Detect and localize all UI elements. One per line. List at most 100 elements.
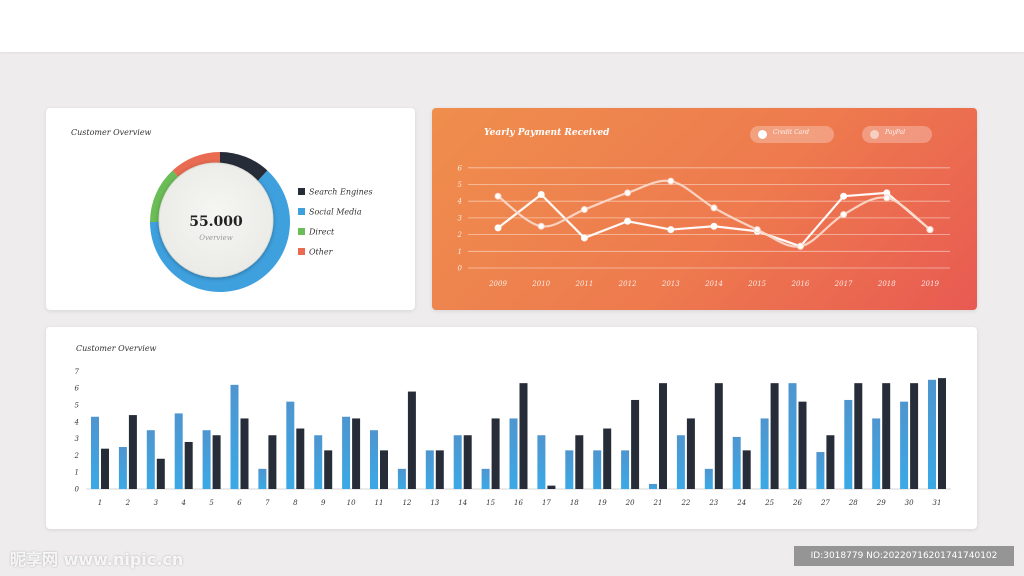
bar-blue-17 — [537, 435, 546, 489]
bar-xtick-26: 26 — [792, 499, 802, 507]
bar-ytick-7: 7 — [75, 368, 80, 376]
bar-dark-24 — [742, 450, 751, 489]
watermark-logo: 昵享网 www.nipic.cn — [10, 550, 184, 569]
line-xtick-2019: 2019 — [920, 280, 939, 288]
bar-xtick-16: 16 — [514, 499, 523, 507]
legend-label-social-media: Social Media — [309, 208, 362, 217]
bar-dark-5 — [212, 435, 221, 489]
bar-xtick-19: 19 — [598, 499, 607, 507]
bar-xtick-22: 22 — [680, 499, 690, 507]
line-point-paypal-2012 — [624, 189, 632, 197]
bar-xtick-27: 27 — [820, 499, 830, 507]
bar-dark-1 — [101, 448, 109, 489]
line-point-credit-card-2009 — [494, 224, 502, 232]
bar-ytick-6: 6 — [75, 385, 80, 393]
legend-paypal-label: PayPal — [885, 129, 905, 136]
bar-blue-26 — [788, 383, 797, 489]
legend-swatch-direct — [298, 228, 305, 235]
bar-blue-20 — [621, 450, 630, 489]
line-point-paypal-2011 — [580, 206, 588, 214]
legend-credit-card-dot — [758, 130, 767, 139]
legend-credit-card-label: Credit Card — [773, 129, 809, 136]
legend-swatch-other — [298, 248, 305, 255]
bar-blue-14 — [453, 435, 462, 489]
bar-dark-19 — [603, 428, 612, 489]
line-xtick-2018: 2018 — [877, 280, 896, 288]
line-point-credit-card-2014 — [710, 222, 718, 230]
line-xtick-2011: 2011 — [574, 280, 593, 288]
bar-dark-15 — [491, 418, 500, 489]
bar-blue-2 — [118, 447, 127, 489]
line-point-paypal-2017 — [840, 211, 848, 219]
legend-credit-card-toggle[interactable]: Credit Card — [750, 126, 834, 143]
line-xtick-2017: 2017 — [834, 280, 853, 288]
bar-blue-4 — [174, 413, 183, 489]
bar-xtick-17: 17 — [542, 499, 551, 507]
line-point-paypal-2014 — [710, 204, 718, 212]
bar-dark-11 — [380, 450, 388, 489]
bar-dark-7 — [268, 435, 277, 489]
donut-center-value: 55.000 — [189, 214, 243, 230]
line-point-paypal-2018 — [883, 194, 891, 202]
bar-dark-29 — [882, 383, 891, 489]
bar-dark-16 — [519, 383, 528, 489]
bar-dark-8 — [296, 428, 305, 489]
bar-dark-10 — [352, 418, 361, 489]
legend-paypal-toggle[interactable]: PayPal — [862, 126, 932, 143]
bar-xtick-6: 6 — [237, 499, 242, 507]
customer-overview-donut-card: Customer Overview 55.000 Overview Search E… — [46, 108, 415, 310]
bar-xtick-1: 1 — [98, 499, 102, 507]
line-xtick-2016: 2016 — [790, 280, 809, 288]
bar-ytick-0: 0 — [75, 486, 80, 494]
bar-blue-23 — [704, 468, 713, 489]
bar-dark-21 — [659, 383, 667, 489]
bar-dark-26 — [798, 401, 807, 489]
bar-blue-19 — [593, 450, 602, 489]
bar-blue-6 — [230, 384, 239, 489]
bar-blue-1 — [91, 416, 99, 489]
bar-ytick-3: 3 — [75, 435, 80, 443]
bar-blue-25 — [760, 418, 769, 489]
bar-blue-18 — [565, 450, 574, 489]
bar-blue-27 — [816, 452, 825, 489]
bar-dark-31 — [938, 378, 946, 489]
bar-ytick-5: 5 — [75, 402, 80, 410]
line-ytick-5: 5 — [458, 181, 463, 189]
bar-blue-10 — [342, 416, 351, 489]
legend-label-other: Other — [309, 248, 334, 257]
bar-xtick-9: 9 — [321, 499, 326, 507]
legend-label-direct: Direct — [308, 228, 335, 237]
line-point-credit-card-2017 — [840, 192, 848, 200]
bar-dark-30 — [910, 383, 919, 489]
line-xtick-2010: 2010 — [531, 280, 550, 288]
bar-xtick-25: 25 — [764, 499, 774, 507]
line-xtick-2012: 2012 — [618, 280, 637, 288]
bar-xtick-13: 13 — [430, 499, 439, 507]
donut-chart: 55.000 Overview Search Engines Social Media… — [150, 152, 373, 292]
bar-xtick-3: 3 — [154, 499, 159, 507]
legend-swatch-search-engines — [298, 188, 305, 195]
line-point-paypal-2009 — [494, 192, 502, 200]
line-ytick-3: 3 — [458, 214, 463, 222]
bar-xtick-21: 21 — [653, 499, 663, 507]
line-ytick-1: 1 — [458, 248, 462, 256]
customer-overview-bar-card: Customer Overview 0 1 2 3 4 5 6 7 1 2 3 4 5 6 7 8 9 10 11 1… — [46, 327, 977, 529]
line-point-paypal-2019 — [926, 226, 934, 234]
bar-xtick-20: 20 — [625, 499, 635, 507]
bar-blue-31 — [928, 379, 936, 489]
legend-paypal-dot — [870, 130, 879, 139]
bar-xtick-4: 4 — [180, 499, 185, 507]
bar-xtick-11: 11 — [375, 499, 384, 507]
bar-xtick-12: 12 — [402, 499, 411, 507]
bar-ytick-2: 2 — [74, 452, 80, 460]
watermark-id: ID:3018779 NO:20220716201741740102 — [794, 546, 1014, 566]
line-xtick-2009: 2009 — [488, 280, 507, 288]
bar-blue-5 — [202, 430, 211, 489]
bar-blue-16 — [509, 418, 518, 489]
bar-xtick-14: 14 — [458, 499, 467, 507]
bar-dark-13 — [435, 450, 444, 489]
bar-ytick-1: 1 — [75, 469, 79, 477]
bar-dark-20 — [631, 399, 640, 489]
bar-dark-17 — [547, 485, 556, 489]
